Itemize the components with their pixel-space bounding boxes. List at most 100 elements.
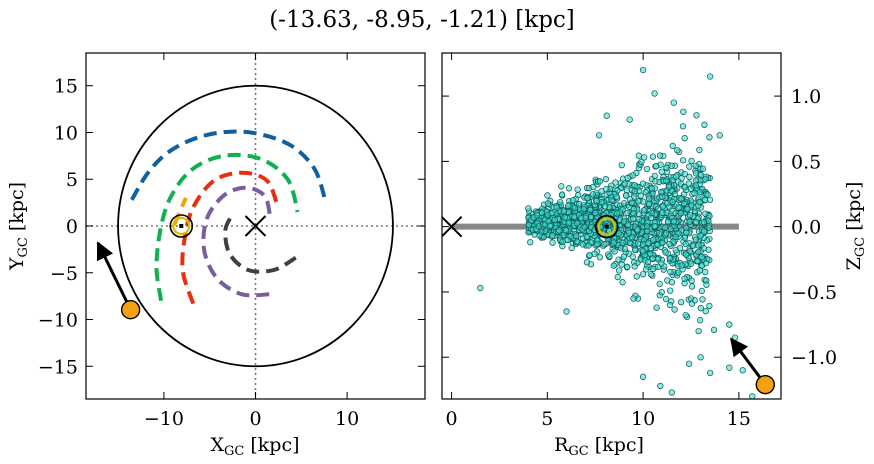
star-point: [630, 209, 637, 217]
star-point: [681, 234, 689, 241]
x-tick-label: 0: [446, 408, 458, 430]
star-point: [649, 153, 657, 160]
sun-outer-ring: [594, 214, 619, 239]
star-point: [606, 253, 613, 260]
x-tick-label: 0: [249, 408, 261, 430]
star-point: [650, 265, 657, 273]
star-point: [684, 206, 691, 213]
star-point: [697, 232, 704, 239]
spiral-arm: [201, 185, 273, 298]
star-point: [562, 227, 570, 234]
star-point: [618, 161, 625, 169]
star-point: [525, 205, 532, 212]
star-point: [578, 215, 585, 222]
star-point: [682, 311, 689, 319]
star-point: [695, 248, 702, 255]
star-point: [561, 214, 569, 221]
star-point: [592, 209, 599, 217]
star-point: [700, 218, 707, 226]
star-point: [629, 253, 636, 260]
star-point: [659, 209, 666, 217]
edge-on-plot-area: [442, 66, 775, 399]
star-point: [662, 295, 670, 303]
star-point: [551, 216, 558, 224]
star-point: [614, 273, 621, 281]
star-point: [553, 204, 560, 211]
star-point: [583, 259, 591, 266]
star-point: [619, 279, 626, 286]
direction-arrow: [96, 241, 132, 311]
star-point: [668, 389, 675, 396]
galaxy-boundary-circle: [117, 84, 394, 368]
star-point: [583, 233, 590, 240]
star-point: [580, 206, 587, 213]
star-point: [677, 210, 685, 217]
star-point: [726, 321, 733, 328]
star-point: [645, 195, 653, 202]
star-point: [662, 249, 669, 256]
y-tick-label: 0.5: [791, 151, 821, 173]
x-tick-label: −10: [144, 408, 184, 430]
star-point: [628, 199, 636, 206]
star-point: [610, 262, 617, 269]
star-point: [666, 301, 674, 309]
star-point: [710, 326, 718, 333]
star-point: [573, 232, 580, 240]
star-point: [548, 209, 556, 217]
star-point: [567, 233, 574, 240]
star-point: [695, 242, 702, 249]
star-point: [702, 268, 709, 276]
star-point: [669, 198, 676, 206]
y-tick-label: 0: [66, 216, 78, 238]
star-point: [608, 196, 615, 204]
star-point: [639, 271, 647, 278]
star-point: [686, 173, 693, 181]
star-point: [571, 204, 579, 212]
star-point: [651, 90, 658, 97]
star-point: [525, 221, 532, 229]
star-point: [565, 185, 573, 192]
star-point: [657, 382, 664, 390]
spiral-arm: [154, 152, 300, 302]
object-marker: [120, 299, 141, 320]
star-point: [672, 247, 679, 254]
star-point: [621, 180, 628, 187]
star-point: [626, 116, 633, 123]
galactic-plane-axes: −10 0 10 −15 −10 −5 0 5 10 15: [38, 52, 426, 430]
sun-inner-ring: [172, 216, 191, 236]
star-point: [634, 240, 642, 247]
star-point: [596, 254, 604, 261]
star-point: [650, 236, 657, 243]
star-point: [695, 327, 702, 335]
star-point: [679, 157, 687, 164]
star-point: [705, 224, 713, 231]
star-point: [686, 163, 693, 170]
star-point: [615, 256, 622, 263]
star-point: [559, 238, 566, 245]
star-point: [633, 273, 640, 280]
galactic-center-marker: [442, 215, 463, 238]
star-point: [620, 200, 628, 207]
star-point: [651, 222, 658, 230]
star-point: [619, 239, 626, 246]
star-point: [536, 232, 543, 239]
star-point: [601, 241, 608, 248]
star-point: [575, 191, 582, 199]
star-point: [687, 295, 695, 302]
star-point: [644, 259, 652, 266]
sun-center-dot: [179, 224, 184, 228]
star-point: [556, 227, 563, 234]
star-point: [610, 239, 618, 246]
star-point: [686, 212, 694, 219]
star-point: [544, 192, 551, 199]
star-point: [703, 260, 710, 267]
x-tick-label: 10: [335, 408, 359, 430]
star-point: [624, 174, 631, 182]
star-point: [534, 212, 541, 219]
star-point: [687, 185, 695, 192]
star-point: [672, 233, 679, 240]
star-point: [683, 224, 690, 232]
star-point: [671, 306, 678, 313]
star-point: [586, 251, 593, 259]
